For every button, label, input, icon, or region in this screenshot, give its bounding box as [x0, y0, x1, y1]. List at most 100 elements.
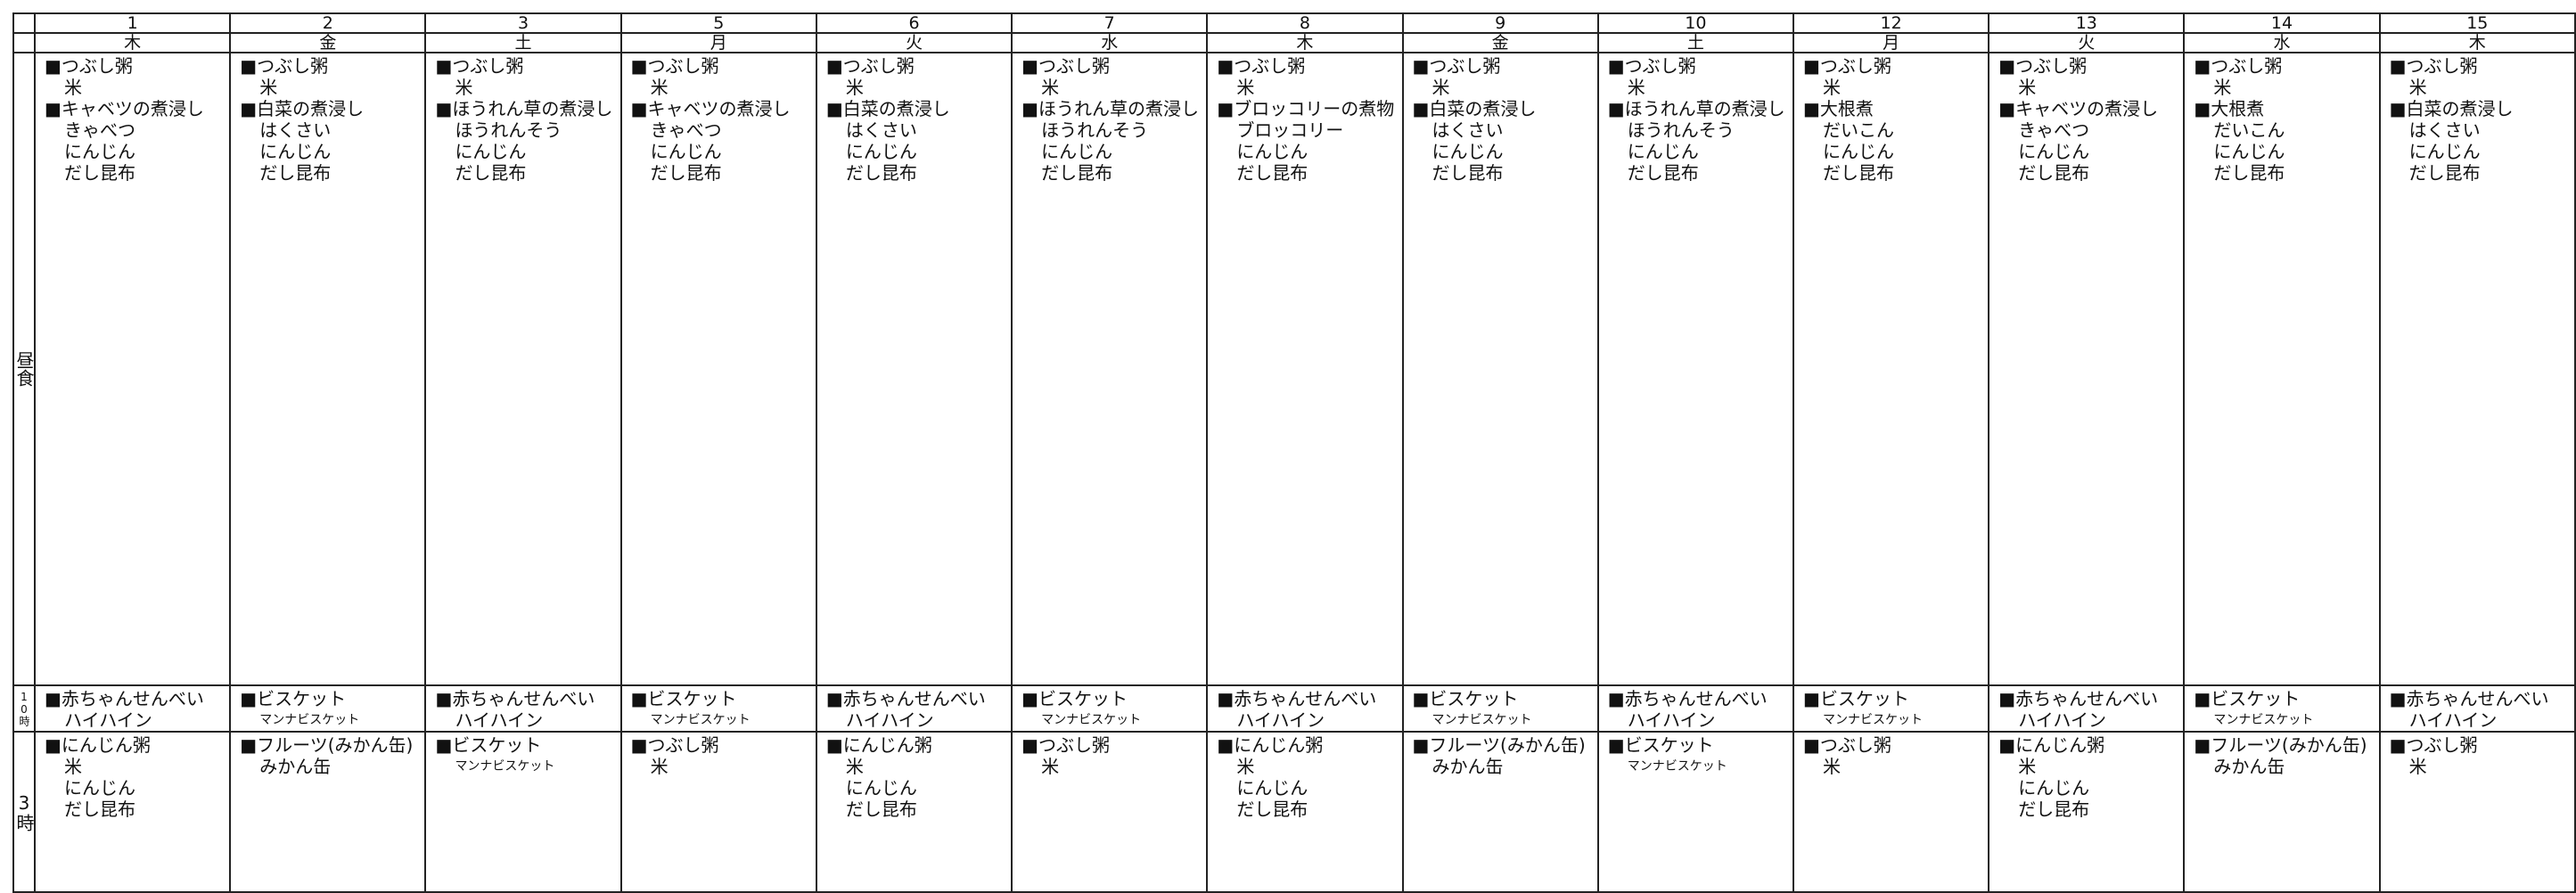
weekday: 火	[1988, 32, 2186, 53]
day-number: 7	[1011, 12, 1209, 34]
menu-line: ■大根煮	[2194, 98, 2265, 119]
menu-line: ■つぶし粥	[1217, 55, 1306, 77]
menu-line: 米	[845, 756, 864, 777]
menu-line: にんじん	[845, 777, 917, 799]
lunch-cell: ■つぶし粥米 ■ほうれん草の煮浸し ほうれんそう にんじん だし昆布	[1596, 52, 1794, 686]
menu-line: マンナビスケット	[259, 713, 360, 727]
menu-line: ■にんじん粥	[825, 734, 932, 756]
lunch-row: 昼食 ■つぶし粥米 ■キャベツの煮浸し きゃべつ にんじん だし昆布 ■つぶし粥米 ■白菜の煮…	[12, 52, 2576, 686]
snack_pm-cell: ■ビスケット マンナビスケット	[1596, 731, 1794, 893]
menu-line: ■つぶし粥	[1607, 55, 1696, 77]
day-number: 1	[33, 12, 232, 34]
day-number: 14	[2183, 12, 2381, 34]
menu-line: ■ビスケット	[2194, 688, 2301, 709]
menu-line: だし昆布	[1041, 162, 1113, 184]
menu-line: ハイハイン	[2408, 709, 2498, 731]
menu-line: 米	[1236, 77, 1255, 98]
weekday: 水	[2183, 32, 2381, 53]
weekday: 木	[33, 32, 232, 53]
lunch-cell: ■つぶし粥米 ■ほうれん草の煮浸し ほうれんそう にんじん だし昆布	[1011, 52, 1209, 686]
menu-line: ■ビスケット	[1412, 688, 1519, 709]
weekday: 土	[1596, 32, 1794, 53]
menu-line: ■赤ちゃんせんべい	[45, 688, 204, 709]
menu-line: ■赤ちゃんせんべい	[435, 688, 595, 709]
menu-line: ■キャベツの煮浸し	[1998, 98, 2159, 119]
snack_am-cell: ■赤ちゃんせんべい ハイハイン	[424, 684, 622, 733]
day-number: 9	[1401, 12, 1599, 34]
menu-line: 米	[64, 756, 82, 777]
menu-line: ■赤ちゃんせんべい	[825, 688, 986, 709]
menu-line: ■つぶし粥	[2389, 734, 2478, 756]
menu-line: にんじん	[64, 141, 135, 162]
menu-line: 米	[2408, 77, 2427, 98]
menu-line: ■赤ちゃんせんべい	[1217, 688, 1377, 709]
menu-line: ■つぶし粥	[630, 734, 719, 756]
menu-line: ■つぶし粥	[435, 55, 524, 77]
snack_pm-cell: ■つぶし粥米	[1011, 731, 1209, 893]
menu-line: 米	[1822, 756, 1841, 777]
menu-line: だし昆布	[1627, 162, 1699, 184]
snack_pm-cell: ■つぶし粥米	[619, 731, 817, 893]
menu-line: 米	[455, 77, 473, 98]
lunch-cell: ■つぶし粥米 ■白菜の煮浸し はくさい にんじん だし昆布	[1401, 52, 1599, 686]
menu-line: ■ビスケット	[435, 734, 542, 756]
menu-line: ■つぶし粥	[2389, 55, 2478, 77]
weekday-row: 木金土月火水木金土月火水木	[12, 32, 2576, 53]
menu-line: マンナビスケット	[1627, 759, 1727, 774]
menu-line: マンナビスケット	[650, 713, 751, 727]
menu-line: ほうれんそう	[1627, 119, 1735, 141]
snack_am-cell: ■ビスケット マンナビスケット	[1792, 684, 1990, 733]
snack_pm-cell: ■にんじん粥米にんじん だし昆布	[1206, 731, 1404, 893]
menu-line: ハイハイン	[64, 709, 152, 731]
menu-line: にんじん	[2018, 141, 2090, 162]
snack_am-cell: ■赤ちゃんせんべい ハイハイン	[2378, 684, 2576, 733]
menu-line: だいこん	[2213, 119, 2285, 141]
menu-line: だし昆布	[2213, 162, 2285, 184]
menu-line: 米	[2018, 77, 2037, 98]
menu-line: きゃべつ	[64, 119, 135, 141]
lunch-cell: ■つぶし粥米 ■白菜の煮浸し はくさい にんじん だし昆布	[229, 52, 427, 686]
menu-line: ■ビスケット	[630, 688, 737, 709]
row-label: 昼食	[12, 52, 36, 686]
menu-line: はくさい	[1432, 119, 1504, 141]
snack_am-cell: ■赤ちゃんせんべい ハイハイン	[33, 684, 232, 733]
menu-line: 米	[64, 77, 82, 98]
lunch-cell: ■つぶし粥米 ■大根煮 だいこん にんじん だし昆布	[1792, 52, 1990, 686]
menu-line: にんじん	[455, 141, 527, 162]
menu-line: ブロッコリー	[1236, 119, 1344, 141]
snack_pm-row: 3時 ■にんじん粥米にんじん だし昆布 ■フルーツ(みかん缶) みかん缶 ■ビスケット マン…	[12, 731, 2576, 893]
weekday: 水	[1011, 32, 1209, 53]
menu-line: 米	[650, 756, 669, 777]
weekday: 木	[1206, 32, 1404, 53]
menu-line: ■にんじん粥	[45, 734, 151, 756]
day-number: 8	[1206, 12, 1404, 34]
day-row: 1 2 3 5 6 7 8 9 10 12 13 14 15	[12, 12, 2576, 34]
menu-line: ■フルーツ(みかん缶)	[2194, 734, 2367, 756]
snack_am-cell: ■ビスケット マンナビスケット	[2183, 684, 2381, 733]
menu-line: ■キャベツの煮浸し	[630, 98, 791, 119]
menu-line: にんじん	[259, 141, 332, 162]
menu-table: 1 2 3 5 6 7 8 9 10 12 13 14 15 木金土月火水木金土月火水木昼食 ■つぶし粥米 ■…	[12, 12, 2576, 893]
menu-line: ■白菜の煮浸し	[240, 98, 365, 119]
menu-line: ■赤ちゃんせんべい	[1998, 688, 2159, 709]
lunch-cell: ■つぶし粥米 ■大根煮 だいこん にんじん だし昆布	[2183, 52, 2381, 686]
menu-line: マンナビスケット	[1822, 713, 1923, 727]
menu-line: ■つぶし粥	[1021, 734, 1110, 756]
menu-line: ■つぶし粥	[240, 55, 329, 77]
menu-line: ■にんじん粥	[1998, 734, 2105, 756]
menu-line: ハイハイン	[455, 709, 544, 731]
menu-line: にんじん	[1236, 777, 1309, 799]
menu-line: ■ほうれん草の煮浸し	[1607, 98, 1785, 119]
day-number: 3	[424, 12, 622, 34]
menu-line: みかん缶	[259, 756, 332, 777]
snack_pm-cell: ■ビスケットマンナビスケット	[424, 731, 622, 893]
menu-line: 米	[1041, 77, 1060, 98]
lunch-cell: ■つぶし粥米 ■ブロッコリーの煮物 ブロッコリー にんじん だし昆布	[1206, 52, 1404, 686]
snack_am-cell: ■ビスケットマンナビスケット	[619, 684, 817, 733]
day-number: 13	[1988, 12, 2186, 34]
menu-line: だし昆布	[2018, 799, 2090, 820]
menu-line: 米	[1236, 756, 1255, 777]
corner	[12, 32, 36, 53]
menu-line: ■つぶし粥	[1802, 55, 1891, 77]
menu-line: マンナビスケット	[455, 759, 555, 774]
